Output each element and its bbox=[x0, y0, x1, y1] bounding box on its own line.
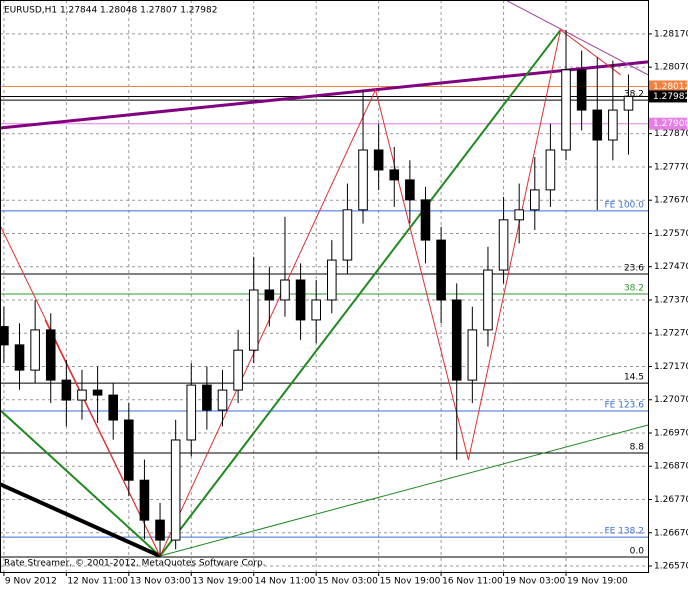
price-label: 1.27900 bbox=[653, 119, 688, 129]
price-label: 1.27982 bbox=[653, 92, 688, 102]
y-tick-label: 1.26670 bbox=[654, 528, 688, 538]
trend-line bbox=[159, 424, 649, 557]
candle-body bbox=[202, 384, 212, 411]
candle-body bbox=[280, 279, 290, 301]
candle-body bbox=[451, 299, 462, 381]
trend-line bbox=[0, 409, 161, 557]
candle-body bbox=[155, 519, 165, 541]
y-tick-label: 1.28070 bbox=[654, 63, 688, 73]
candle-body bbox=[295, 279, 306, 321]
trend-line bbox=[159, 29, 621, 557]
candle-body bbox=[30, 329, 40, 371]
y-tick-label: 1.27670 bbox=[654, 196, 688, 206]
candle-body bbox=[264, 289, 275, 301]
x-tick-label: 16 Nov 11:00 bbox=[442, 577, 503, 587]
candle-body bbox=[92, 389, 103, 396]
candle-body bbox=[358, 149, 368, 211]
trend-line bbox=[159, 29, 562, 557]
candle-body bbox=[342, 209, 353, 261]
level-label: 38.2 bbox=[624, 283, 644, 293]
y-tick-label: 1.27170 bbox=[654, 362, 688, 372]
trend-line bbox=[0, 60, 649, 130]
x-tick-label: 9 Nov 2012 bbox=[5, 577, 57, 587]
level-label: 0.0 bbox=[630, 547, 645, 557]
y-tick-label: 1.27770 bbox=[654, 162, 688, 172]
level-label: FE 100.0 bbox=[605, 200, 645, 210]
level-label: 23.6 bbox=[624, 264, 644, 274]
level-label: FE 123.6 bbox=[605, 401, 645, 411]
candle-body bbox=[170, 439, 181, 541]
x-tick-label: 15 Nov 03:00 bbox=[317, 577, 378, 587]
candle-body bbox=[217, 389, 228, 411]
candle-body bbox=[420, 199, 431, 241]
candle-body bbox=[467, 329, 478, 381]
candle-body bbox=[61, 379, 72, 401]
candle-body bbox=[186, 384, 197, 441]
level-label: FE 138.2 bbox=[605, 527, 645, 537]
price-box bbox=[649, 117, 687, 130]
candle-body bbox=[514, 209, 524, 221]
price-box bbox=[649, 80, 687, 93]
level-label: 38.2 bbox=[624, 90, 644, 100]
y-tick-label: 1.27270 bbox=[654, 329, 688, 339]
candle-body bbox=[530, 189, 540, 211]
candle-body bbox=[623, 95, 634, 111]
chart-title: EURUSD,H1 1.27844 1.28048 1.27807 1.2798… bbox=[4, 6, 217, 16]
candle-body bbox=[0, 326, 9, 346]
candle-body bbox=[483, 269, 493, 331]
y-tick-label: 1.26970 bbox=[654, 428, 688, 438]
candle-body bbox=[608, 109, 618, 141]
x-tick-label: 19 Nov 03:00 bbox=[505, 577, 566, 587]
x-tick-label: 12 Nov 11:00 bbox=[67, 577, 128, 587]
candle-body bbox=[139, 479, 150, 521]
candle-body bbox=[498, 219, 509, 271]
y-tick-label: 1.27070 bbox=[654, 395, 688, 405]
y-tick-label: 1.27370 bbox=[654, 295, 688, 305]
x-tick-label: 19 Nov 19:00 bbox=[567, 577, 628, 587]
x-tick-label: 15 Nov 19:00 bbox=[380, 577, 441, 587]
candle-body bbox=[311, 299, 321, 321]
y-tick-label: 1.27570 bbox=[654, 229, 688, 239]
y-tick-label: 1.26570 bbox=[654, 562, 688, 572]
level-label: 14.5 bbox=[624, 373, 644, 383]
candle-body bbox=[108, 394, 118, 421]
footer: Rate Streamer, © 2001-2012, MetaQuotes S… bbox=[4, 559, 266, 569]
y-tick-label: 1.28170 bbox=[654, 29, 688, 39]
candle-body bbox=[233, 349, 243, 391]
candle-body bbox=[77, 389, 87, 401]
y-tick-label: 1.26870 bbox=[654, 462, 688, 472]
trend-line bbox=[505, 0, 649, 76]
price-box bbox=[649, 90, 687, 103]
trend-line bbox=[0, 482, 161, 558]
y-tick-label: 1.27870 bbox=[654, 129, 688, 139]
x-tick-label: 13 Nov 03:00 bbox=[130, 577, 191, 587]
price-label: 1.28012 bbox=[653, 82, 688, 92]
candle-body bbox=[45, 329, 56, 381]
plot-layer bbox=[0, 0, 649, 572]
candle-body bbox=[545, 149, 556, 191]
level-label: 8.8 bbox=[630, 442, 645, 452]
plot-border bbox=[0, 0, 649, 573]
candle-body bbox=[405, 179, 415, 201]
candle-body bbox=[436, 239, 446, 301]
candle-body bbox=[14, 344, 25, 371]
candle-body bbox=[327, 259, 337, 301]
candle-body bbox=[592, 109, 603, 141]
y-tick-label: 1.26770 bbox=[654, 495, 688, 505]
candle-body bbox=[248, 289, 259, 351]
candle-body bbox=[576, 69, 587, 111]
x-tick-label: 14 Nov 11:00 bbox=[255, 577, 316, 587]
candle-body bbox=[373, 149, 384, 171]
candle-body bbox=[124, 419, 134, 481]
y-tick-label: 1.27470 bbox=[654, 262, 688, 272]
candle-body bbox=[389, 169, 400, 181]
x-tick-label: 13 Nov 19:00 bbox=[192, 577, 253, 587]
candle-body bbox=[561, 69, 571, 151]
